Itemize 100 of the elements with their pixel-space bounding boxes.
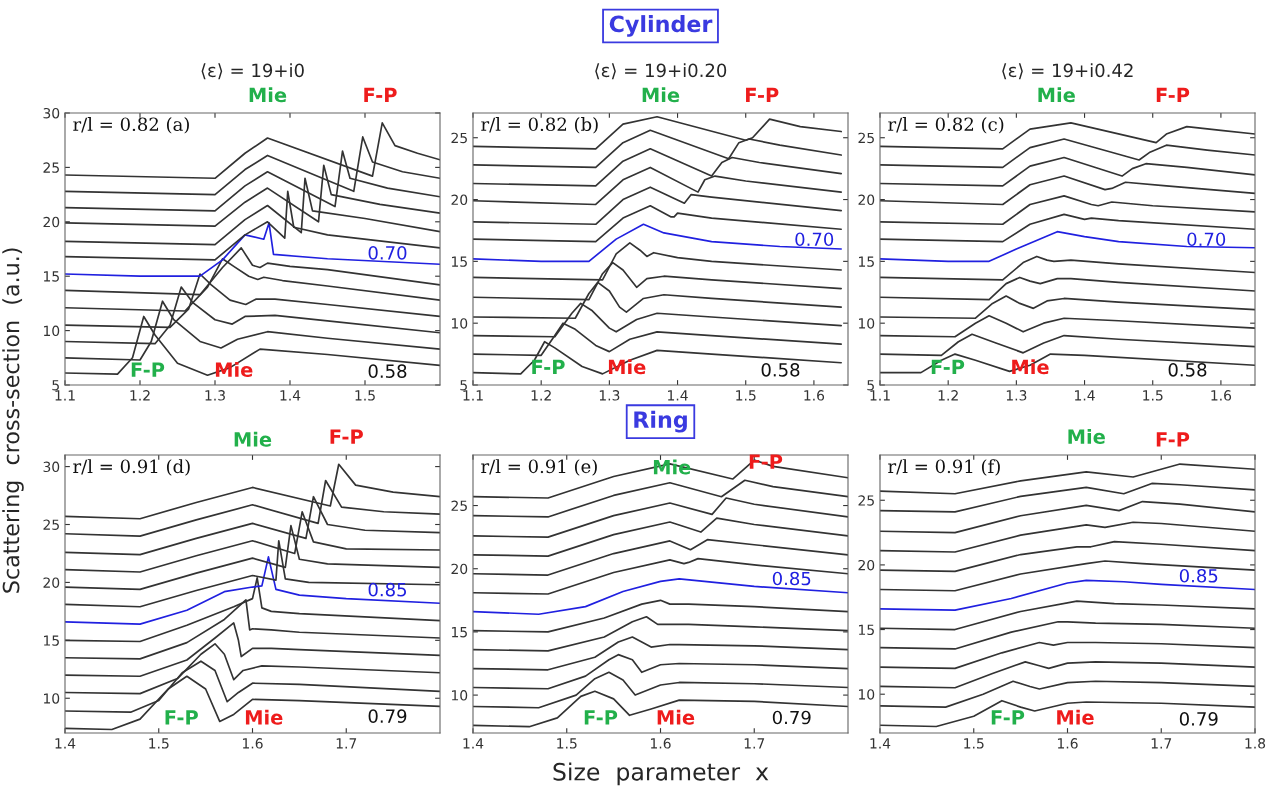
annotation: r/l = 0.91 (f): [888, 459, 1000, 476]
annotation: F-P: [165, 710, 198, 725]
chart-title: ⟨ε⟩ = 19+i0: [201, 63, 304, 80]
x-tick-label: 1.8: [1245, 738, 1266, 749]
y-tick-label: 15: [858, 624, 874, 636]
x-tick-label: 1.6: [650, 738, 671, 749]
y-tick-label: 25: [858, 132, 874, 144]
annotation: 0.79: [368, 709, 407, 723]
line-series: [880, 680, 1255, 708]
x-tick-label: 1.3: [599, 390, 620, 401]
annotation: r/l = 0.82 (b): [481, 117, 598, 134]
annotation: 0.85: [772, 571, 811, 586]
line-series: [65, 222, 440, 278]
annotation: 0.58: [1168, 362, 1207, 377]
x-tick-label: 1.7: [336, 738, 357, 749]
y-tick-label: 25: [451, 500, 467, 512]
text: Mie: [1068, 428, 1105, 444]
line-series: [880, 314, 1255, 338]
line-series: [473, 517, 848, 557]
annotation: 0.79: [772, 710, 811, 725]
line-series: [880, 521, 1255, 553]
y-tick-label: 10: [451, 690, 468, 701]
y-tick-label: 5: [52, 380, 59, 391]
annotation: Mie: [1057, 709, 1094, 725]
x-tick-label: 1.4: [870, 738, 891, 749]
line-series: [473, 671, 848, 709]
annotation: F-P: [532, 359, 565, 375]
annotation: 0.79: [1179, 712, 1218, 726]
x-tick-label: 1.6: [1057, 738, 1078, 749]
x-tick-label: 1.5: [149, 738, 169, 749]
x-tick-label: 1.2: [531, 390, 551, 401]
x-tick-label: 1.5: [964, 738, 984, 749]
annotation: 0.70: [795, 232, 834, 247]
y-tick-label: 15: [451, 256, 467, 267]
annotation: F-P: [991, 710, 1025, 725]
x-tick-label: 1.7: [1151, 738, 1172, 749]
text: F-P: [364, 87, 397, 103]
x-tick-label: 1.1: [870, 390, 890, 401]
line-series: [473, 479, 848, 518]
y-tick-label: 5: [867, 380, 874, 391]
annotation: Mie: [657, 709, 695, 725]
y-tick-label: 25: [43, 519, 59, 530]
y-tick-label: 5: [460, 380, 467, 391]
text: F-P: [1156, 432, 1190, 447]
annotation: F-P: [931, 359, 965, 375]
x-tick-label: 1.2: [938, 390, 958, 401]
chart-title: ⟨ε⟩ = 19+i0.42: [1002, 63, 1133, 80]
y-axis-title: Scattering cross-section (a.u.): [2, 248, 24, 593]
x-tick-label: 1.4: [463, 738, 484, 749]
x-tick-label: 1.5: [1143, 390, 1163, 401]
y-tick-label: 15: [451, 627, 467, 638]
x-tick-label: 1.2: [130, 390, 150, 401]
x-tick-label: 1.4: [280, 390, 301, 401]
y-tick-label: 20: [451, 563, 468, 575]
line-series: [880, 138, 1255, 169]
y-tick-label: 10: [43, 325, 60, 337]
y-tick-label: 25: [451, 132, 467, 144]
line-series: [880, 255, 1255, 281]
y-tick-label: 15: [858, 256, 874, 267]
y-tick-label: 10: [451, 318, 468, 329]
text: Mie: [1038, 87, 1075, 103]
x-tick-label: 1.5: [355, 390, 375, 401]
line-series: [880, 295, 1255, 320]
line-series: [473, 557, 848, 595]
line-series: [880, 276, 1255, 301]
annotation: r/l = 0.91 (e): [481, 459, 597, 476]
line-series: [473, 636, 848, 671]
y-tick-label: 10: [858, 318, 875, 329]
line-series: [473, 186, 843, 226]
line-series: [880, 482, 1255, 513]
annotation: Mie: [245, 709, 283, 725]
x-tick-label: 1.1: [463, 390, 483, 401]
x-tick-label: 1.4: [55, 738, 76, 749]
annotation: 0.85: [1179, 568, 1218, 583]
x-tick-label: 1.5: [557, 738, 577, 749]
line-series: [880, 500, 1255, 534]
x-tick-label: 1.6: [242, 738, 263, 749]
x-tick-label: 1.6: [1211, 390, 1232, 401]
text: F-P: [1156, 87, 1190, 103]
y-tick-label: 30: [43, 107, 60, 119]
line-series: [880, 333, 1255, 357]
annotation: Mie: [215, 361, 253, 378]
line-series: [880, 195, 1255, 226]
line-series: [473, 497, 848, 538]
chart-title: ⟨ε⟩ = 19+i0.20: [595, 63, 727, 80]
x-tick-label: 1.4: [1075, 390, 1095, 401]
chart-subtitle: Ring: [634, 410, 687, 433]
line-series: [880, 156, 1255, 187]
annotation: r/l = 0.82 (c): [888, 117, 1004, 134]
y-tick-label: 15: [43, 635, 59, 646]
text: F-P: [330, 429, 363, 444]
annotation: F-P: [584, 710, 618, 725]
y-tick-label: 10: [858, 689, 875, 700]
x-tick-label: 1.3: [1006, 390, 1027, 401]
y-tick-label: 20: [858, 559, 875, 571]
y-tick-label: 30: [43, 461, 60, 473]
chart-subtitle: Cylinder: [609, 15, 713, 37]
y-tick-label: 15: [43, 271, 59, 282]
y-tick-label: 20: [858, 194, 875, 206]
x-tick-label: 1.6: [804, 390, 825, 401]
